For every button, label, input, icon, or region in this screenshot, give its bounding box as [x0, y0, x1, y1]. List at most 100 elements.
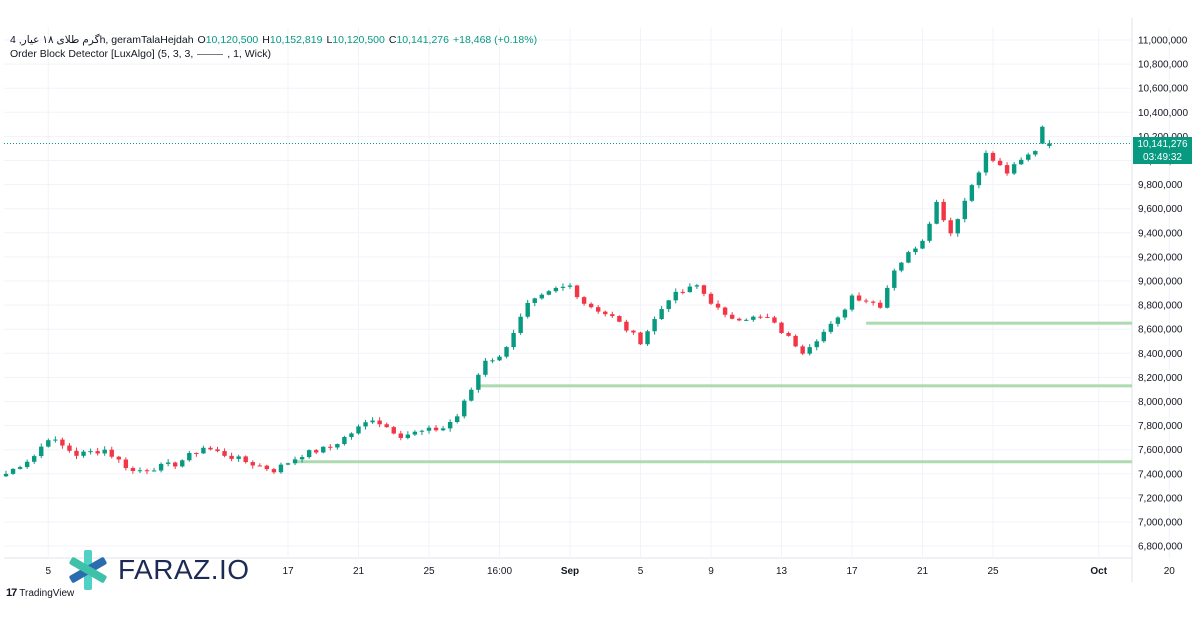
candle[interactable]: [144, 468, 150, 475]
candle[interactable]: [525, 299, 530, 319]
candle[interactable]: [151, 467, 157, 472]
candle[interactable]: [81, 449, 86, 458]
candle[interactable]: [899, 261, 904, 273]
candle[interactable]: [532, 297, 537, 307]
candle[interactable]: [391, 425, 396, 435]
candle[interactable]: [744, 318, 749, 322]
candle[interactable]: [67, 443, 72, 453]
candle[interactable]: [511, 329, 516, 350]
candle[interactable]: [842, 308, 848, 320]
candle[interactable]: [645, 329, 650, 347]
candle[interactable]: [821, 329, 826, 343]
candle[interactable]: [920, 239, 925, 250]
candle[interactable]: [130, 466, 136, 474]
candle[interactable]: [363, 419, 368, 430]
candle[interactable]: [384, 422, 389, 428]
candle[interactable]: [1004, 162, 1010, 176]
candle[interactable]: [201, 445, 206, 454]
candle[interactable]: [835, 316, 841, 327]
candle[interactable]: [17, 465, 23, 470]
candle[interactable]: [885, 285, 890, 309]
candle[interactable]: [772, 315, 777, 324]
candle[interactable]: [440, 426, 446, 432]
candle[interactable]: [715, 300, 721, 310]
candle[interactable]: [722, 306, 728, 318]
candle[interactable]: [786, 331, 791, 337]
candle[interactable]: [292, 456, 298, 466]
candle[interactable]: [194, 452, 199, 457]
candle[interactable]: [299, 454, 305, 463]
candle[interactable]: [927, 221, 932, 243]
candle[interactable]: [165, 459, 171, 467]
candle[interactable]: [271, 467, 277, 474]
candle[interactable]: [285, 462, 291, 466]
candle[interactable]: [913, 246, 918, 255]
candle[interactable]: [983, 150, 989, 176]
candle[interactable]: [116, 456, 121, 463]
candle[interactable]: [856, 292, 862, 302]
candle[interactable]: [490, 358, 495, 364]
candle[interactable]: [433, 425, 439, 432]
candle[interactable]: [976, 170, 982, 189]
candle[interactable]: [236, 454, 241, 462]
tradingview-logo[interactable]: 17 TradingView: [6, 587, 74, 599]
candle[interactable]: [793, 334, 798, 348]
candle[interactable]: [990, 151, 996, 163]
candle[interactable]: [74, 447, 79, 459]
candle[interactable]: [476, 373, 481, 393]
symbol-name[interactable]: گرم طلای ۱۸ عیار, 4h, geramTalaHejdah: [10, 34, 194, 46]
candle[interactable]: [3, 470, 9, 477]
candle[interactable]: [906, 250, 911, 264]
candle[interactable]: [610, 311, 615, 318]
candle[interactable]: [1047, 140, 1052, 149]
candle[interactable]: [694, 283, 700, 289]
candle[interactable]: [800, 344, 805, 356]
candle[interactable]: [53, 436, 58, 443]
candle[interactable]: [581, 296, 587, 306]
candle[interactable]: [870, 300, 876, 306]
candle[interactable]: [250, 460, 255, 469]
candle[interactable]: [624, 319, 629, 333]
candle[interactable]: [729, 312, 735, 320]
candle[interactable]: [412, 430, 418, 437]
candle[interactable]: [631, 330, 636, 335]
candle[interactable]: [1019, 157, 1024, 165]
candle[interactable]: [180, 459, 185, 468]
candle[interactable]: [447, 419, 453, 432]
candle[interactable]: [229, 452, 234, 462]
candle[interactable]: [123, 457, 129, 471]
candle[interactable]: [1040, 125, 1045, 145]
candle[interactable]: [955, 218, 960, 237]
candle[interactable]: [941, 199, 946, 223]
candle[interactable]: [652, 316, 657, 335]
candle[interactable]: [32, 454, 37, 464]
candle[interactable]: [814, 339, 819, 351]
candle[interactable]: [222, 448, 227, 458]
candle[interactable]: [539, 293, 544, 300]
candle[interactable]: [666, 299, 671, 313]
candle[interactable]: [109, 446, 114, 459]
candle[interactable]: [426, 425, 432, 434]
candle[interactable]: [617, 315, 622, 323]
candle[interactable]: [758, 314, 763, 320]
time-axis[interactable]: 5 17 21 25 16:00 Sep 5 9 13 17 21 25 Oct 20: [46, 566, 1176, 577]
candle[interactable]: [483, 358, 488, 377]
candle[interactable]: [264, 464, 270, 472]
candle[interactable]: [588, 302, 594, 309]
candle[interactable]: [306, 449, 312, 459]
candle[interactable]: [370, 417, 375, 424]
candle[interactable]: [969, 183, 975, 203]
candle[interactable]: [574, 284, 580, 299]
candle[interactable]: [278, 462, 284, 474]
candle[interactable]: [596, 305, 601, 314]
candle[interactable]: [638, 331, 643, 345]
candle[interactable]: [687, 283, 693, 293]
candle[interactable]: [765, 313, 770, 319]
candle[interactable]: [158, 462, 164, 473]
candle[interactable]: [1033, 150, 1038, 157]
candle[interactable]: [321, 446, 326, 454]
candle[interactable]: [328, 444, 333, 451]
candle[interactable]: [137, 467, 143, 474]
candle[interactable]: [708, 292, 714, 306]
candle[interactable]: [560, 283, 566, 291]
